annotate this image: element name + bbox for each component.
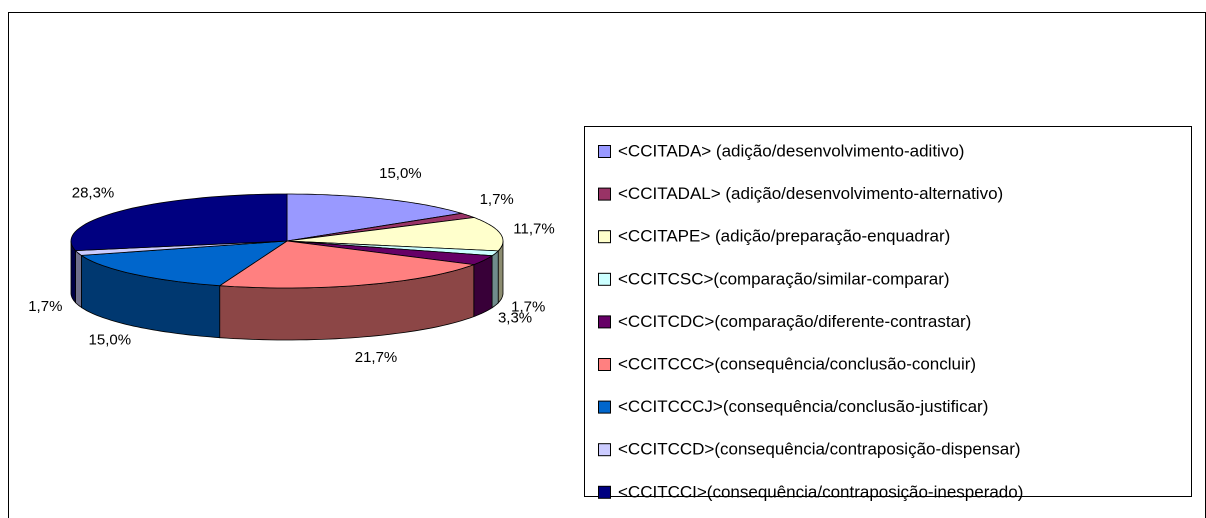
legend-label: <CCITADA> (adição/desenvolvimento-aditiv… <box>618 141 964 160</box>
pie-wall <box>75 249 82 309</box>
data-label: 3,3% <box>498 309 532 326</box>
data-label: 15,0% <box>379 165 422 182</box>
pie-slice <box>286 240 494 266</box>
legend-label: <CCITCSC>(comparação/similar-comparar) <box>618 269 950 288</box>
pie-slice <box>286 212 475 242</box>
data-label: 1,7% <box>480 191 514 208</box>
pie-slice <box>286 193 462 242</box>
legend-swatch <box>598 400 611 414</box>
legend-label: <CCITADAL> (adição/desenvolvimento-alter… <box>618 184 1003 203</box>
pie-slice <box>70 193 288 252</box>
legend-box <box>584 126 1192 497</box>
pie-slice <box>286 217 504 252</box>
data-label: 21,7% <box>355 349 398 366</box>
legend-swatch <box>598 358 611 371</box>
data-label: 28,3% <box>72 185 115 202</box>
legend-label: <CCITCCC>(consequência/conclusão-conclui… <box>618 354 976 373</box>
legend-swatch <box>598 230 611 244</box>
data-label: 1,7% <box>28 298 62 315</box>
pie-wall <box>491 250 499 309</box>
legend-label: <CCITAPE> (adição/preparação-enquadrar) <box>618 227 950 246</box>
legend-label: <CCITCCI>(consequência/contraposição-ine… <box>618 482 1023 501</box>
data-label: 15,0% <box>89 332 132 349</box>
legend-swatch <box>598 443 611 457</box>
legend-swatch <box>598 145 611 158</box>
legend-label: <CCITCCD>(consequência/contraposição-dis… <box>618 440 1021 459</box>
pie-wall <box>473 254 493 318</box>
legend-swatch <box>598 187 611 201</box>
legend-swatch <box>598 315 611 329</box>
pie-slice <box>218 240 474 289</box>
pie-tops <box>70 193 504 289</box>
data-label: 1,7% <box>511 298 545 315</box>
legend-label: <CCITCDC>(comparação/diferente-contrasta… <box>618 312 971 331</box>
legend-swatch <box>598 272 611 286</box>
legend-swatch <box>598 485 611 499</box>
pie-slice <box>73 240 288 256</box>
legend-label: <CCITCCCJ>(consequência/conclusão-justif… <box>618 397 988 416</box>
data-label: 11,7% <box>513 220 554 237</box>
